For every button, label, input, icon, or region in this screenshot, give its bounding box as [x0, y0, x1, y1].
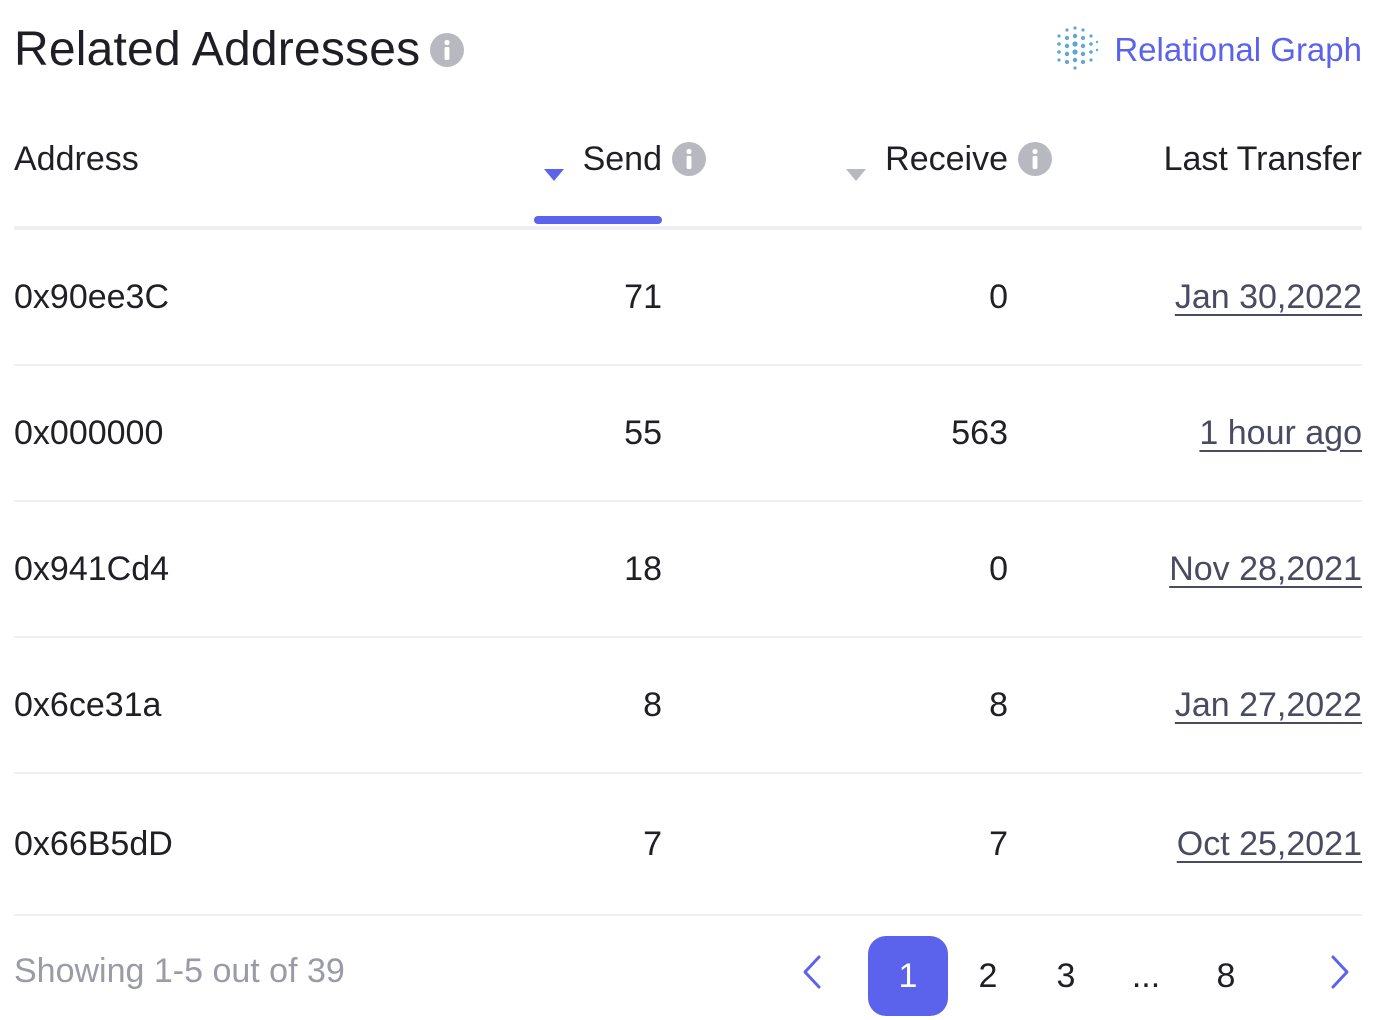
column-header-label: Receive	[885, 139, 1008, 178]
table-row[interactable]: 0x66B5dD 7 7 Oct 25,2021	[14, 774, 1362, 916]
title-group: Related Addresses	[14, 18, 465, 82]
column-header-last-transfer: Last Transfer	[1164, 136, 1362, 182]
next-page-button[interactable]	[1320, 936, 1360, 1016]
receive-count-cell: 563	[951, 413, 1008, 452]
column-header-label: Send	[582, 139, 662, 178]
address-cell[interactable]: 0x66B5dD	[14, 824, 173, 863]
column-header-receive[interactable]: Receive	[845, 136, 1052, 182]
relational-graph-label: Relational Graph	[1114, 31, 1362, 68]
section-header: Related Addresses Relational Graph	[14, 18, 1362, 82]
results-summary: Showing 1-5 out of 39	[14, 952, 345, 990]
info-icon[interactable]	[1018, 142, 1052, 176]
chevron-right-icon	[1329, 954, 1351, 999]
last-transfer-cell: Nov 28,2021	[1169, 502, 1362, 636]
address-cell[interactable]: 0x941Cd4	[14, 549, 170, 588]
table-row[interactable]: 0x90ee3C 71 0 Jan 30,2022	[14, 230, 1362, 366]
table-row[interactable]: 0x941Cd4 18 0 Nov 28,2021	[14, 502, 1362, 638]
receive-count-cell: 0	[989, 277, 1008, 316]
column-header-send[interactable]: Send	[543, 136, 706, 182]
caret-down-icon	[845, 152, 867, 181]
page-button-2[interactable]: 2	[978, 956, 998, 995]
send-count-cell: 7	[643, 824, 662, 863]
send-count-cell: 8	[643, 685, 662, 724]
info-icon[interactable]	[672, 142, 706, 176]
prev-page-button[interactable]	[792, 936, 832, 1016]
page-button-1[interactable]: 1	[868, 936, 948, 1016]
receive-count-cell: 7	[989, 824, 1008, 863]
dot-grid-icon	[1054, 25, 1100, 76]
column-header-address: Address	[14, 136, 139, 182]
last-transfer-link[interactable]: 1 hour ago	[1199, 413, 1362, 452]
column-header-label: Last Transfer	[1163, 139, 1362, 178]
chevron-left-icon	[801, 954, 823, 999]
address-cell[interactable]: 0x6ce31a	[14, 685, 162, 724]
address-cell[interactable]: 0x000000	[14, 413, 164, 452]
page-button-3[interactable]: 3	[1056, 956, 1076, 995]
page-title: Related Addresses	[14, 23, 421, 76]
last-transfer-cell: Oct 25,2021	[1177, 774, 1362, 914]
send-count-cell: 71	[624, 277, 662, 316]
related-addresses-table: Address Send Receive Last Transfer 0x90	[14, 112, 1362, 916]
send-count-cell: 55	[624, 413, 662, 452]
receive-count-cell: 0	[989, 549, 1008, 588]
info-icon[interactable]	[430, 33, 465, 67]
last-transfer-link[interactable]: Jan 30,2022	[1174, 277, 1362, 316]
last-transfer-link[interactable]: Oct 25,2021	[1176, 824, 1362, 863]
last-transfer-link[interactable]: Nov 28,2021	[1169, 549, 1362, 588]
last-transfer-cell: Jan 27,2022	[1175, 638, 1362, 772]
caret-down-icon	[543, 152, 565, 181]
table-row[interactable]: 0x000000 55 563 1 hour ago	[14, 366, 1362, 502]
address-cell[interactable]: 0x90ee3C	[14, 277, 170, 316]
table-footer: Showing 1-5 out of 39 1 2 3 ... 8	[14, 932, 1362, 1018]
page-button-8[interactable]: 8	[1216, 956, 1236, 995]
last-transfer-link[interactable]: Jan 27,2022	[1174, 685, 1362, 724]
send-count-cell: 18	[624, 549, 662, 588]
table-row[interactable]: 0x6ce31a 8 8 Jan 27,2022	[14, 638, 1362, 774]
page-ellipsis: ...	[1131, 956, 1161, 995]
active-sort-indicator	[534, 216, 662, 224]
table-header: Address Send Receive Last Transfer	[14, 112, 1362, 230]
pagination: 1 2 3 ... 8	[792, 936, 1362, 1016]
last-transfer-cell: Jan 30,2022	[1175, 230, 1362, 364]
receive-count-cell: 8	[989, 685, 1008, 724]
relational-graph-link[interactable]: Relational Graph	[1054, 25, 1362, 76]
column-header-label: Address	[14, 139, 139, 178]
last-transfer-cell: 1 hour ago	[1199, 366, 1362, 500]
